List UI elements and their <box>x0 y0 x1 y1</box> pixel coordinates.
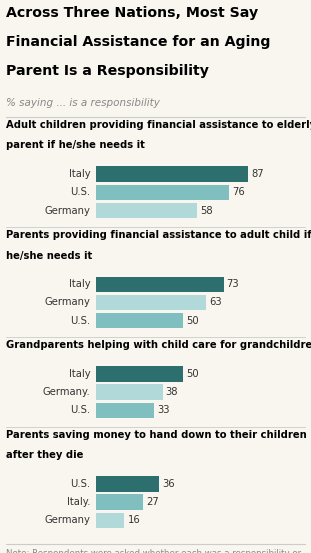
Text: Italy: Italy <box>68 279 90 289</box>
Bar <box>96 384 163 400</box>
Bar <box>96 476 159 492</box>
Text: Germany: Germany <box>44 515 90 525</box>
Text: Financial Assistance for an Aging: Financial Assistance for an Aging <box>6 35 271 49</box>
Text: Italy: Italy <box>68 369 90 379</box>
Text: he/she needs it: he/she needs it <box>6 251 92 260</box>
Text: 33: 33 <box>157 405 169 415</box>
Bar <box>96 313 183 328</box>
Text: Parent Is a Responsibility: Parent Is a Responsibility <box>6 64 209 78</box>
Text: % saying ... is a responsibility: % saying ... is a responsibility <box>6 98 160 108</box>
Text: Germany: Germany <box>44 206 90 216</box>
Bar <box>96 366 183 382</box>
Text: 76: 76 <box>232 187 245 197</box>
Text: 58: 58 <box>201 206 213 216</box>
Text: Italy.: Italy. <box>67 497 90 507</box>
Text: Parents providing financial assistance to adult child if: Parents providing financial assistance t… <box>6 230 311 240</box>
Bar <box>96 403 154 418</box>
Text: 38: 38 <box>166 387 178 397</box>
Bar <box>96 166 248 182</box>
Text: Grandparents helping with child care for grandchildren: Grandparents helping with child care for… <box>6 340 311 350</box>
Text: Germany: Germany <box>44 298 90 307</box>
Text: 16: 16 <box>128 515 140 525</box>
Text: U.S.: U.S. <box>70 479 90 489</box>
Bar <box>96 295 206 310</box>
Text: parent if he/she needs it: parent if he/she needs it <box>6 140 145 150</box>
Text: Note: Respondents were asked whether each was a responsibility or: Note: Respondents were asked whether eac… <box>6 549 301 553</box>
Text: 27: 27 <box>146 497 159 507</box>
Text: U.S.: U.S. <box>70 187 90 197</box>
Text: Parents saving money to hand down to their children: Parents saving money to hand down to the… <box>6 430 307 440</box>
Text: Italy: Italy <box>68 169 90 179</box>
Bar <box>96 276 224 292</box>
Text: 36: 36 <box>162 479 175 489</box>
Text: Germany.: Germany. <box>42 387 90 397</box>
Text: 50: 50 <box>187 316 199 326</box>
Text: 50: 50 <box>187 369 199 379</box>
Text: after they die: after they die <box>6 450 84 460</box>
Bar <box>96 513 124 528</box>
Bar <box>96 203 197 218</box>
Text: U.S.: U.S. <box>70 405 90 415</box>
Text: Across Three Nations, Most Say: Across Three Nations, Most Say <box>6 6 258 19</box>
Text: 63: 63 <box>209 298 222 307</box>
Bar <box>96 494 143 510</box>
Text: Adult children providing financial assistance to elderly: Adult children providing financial assis… <box>6 120 311 130</box>
Text: 87: 87 <box>251 169 264 179</box>
Text: 73: 73 <box>227 279 239 289</box>
Bar <box>96 185 229 200</box>
Text: U.S.: U.S. <box>70 316 90 326</box>
